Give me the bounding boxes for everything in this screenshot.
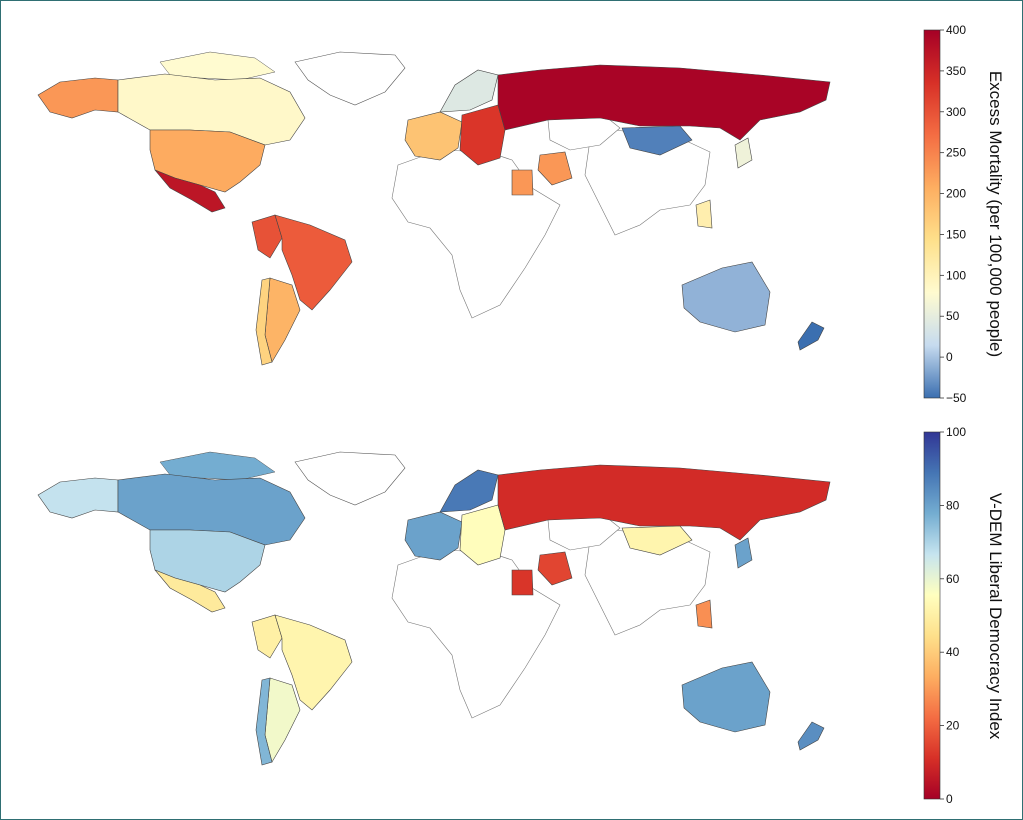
region-iran	[537, 151, 573, 186]
region-japan	[734, 537, 753, 569]
colorbar-tick-label: 150	[946, 227, 966, 241]
region-philippines	[695, 199, 713, 229]
region-mongolia	[621, 525, 693, 556]
liberal-democracy-map	[37, 451, 831, 766]
colorbar-title: Excess Mortality (per 100,000 people)	[986, 71, 1005, 357]
region-western-europe	[404, 511, 463, 561]
colorbar-tick-label: 50	[946, 309, 960, 323]
colorbar-tick-label: 250	[946, 146, 966, 160]
landmass-greenland	[294, 451, 406, 506]
colorbar-ticks: 100 80 60 40 20 0	[940, 425, 966, 806]
colorbar-tick-label: 20	[946, 719, 960, 733]
colorbar-tick-label: 200	[946, 187, 966, 201]
region-alaska	[37, 477, 119, 519]
region-argentina	[264, 677, 301, 763]
colorbar-tick-label: 400	[946, 23, 966, 37]
region-western-europe	[404, 111, 463, 161]
colorbar-bar	[923, 29, 941, 399]
region-united-states	[149, 129, 266, 193]
region-egypt	[511, 569, 534, 596]
colorbar-tick-label: 100	[946, 425, 966, 439]
region-chile	[255, 677, 273, 766]
region-scandinavia	[439, 469, 499, 513]
colorbar-bar	[923, 431, 941, 800]
region-brazil	[274, 214, 353, 311]
region-mexico	[154, 169, 226, 213]
region-peru	[251, 614, 283, 659]
region-brazil	[274, 614, 353, 711]
colorbar-tick-label: 60	[946, 572, 960, 586]
region-iran	[537, 551, 573, 586]
colorbar-ticks: 400 350 300 250 200 150 100 50 0 −50	[940, 23, 967, 405]
colorbar-tick-label: 40	[946, 645, 960, 659]
landmass-africa	[391, 549, 561, 719]
region-new-zealand	[797, 721, 825, 751]
region-australia	[681, 261, 771, 333]
region-japan	[734, 137, 753, 169]
region-united-states	[149, 529, 266, 593]
landmass-greenland	[294, 51, 406, 106]
colorbar-title: V-DEM Liberal Democracy Index	[986, 493, 1005, 740]
landmass-africa	[391, 149, 561, 319]
colorbar-tick-label: 0	[946, 350, 953, 364]
region-new-zealand	[797, 321, 825, 351]
colorbar-tick-label: 0	[946, 792, 953, 806]
region-argentina	[264, 277, 301, 363]
region-mongolia	[621, 125, 693, 156]
colorbar-tick-label: −50	[946, 391, 967, 405]
region-mexico	[154, 569, 226, 613]
region-eastern-europe	[459, 504, 506, 566]
region-alaska	[37, 77, 119, 119]
region-peru	[251, 214, 283, 259]
region-philippines	[695, 599, 713, 629]
colorbar-liberal-democracy: 100 80 60 40 20 0 V-DEM Liberal Democracy Ind…	[923, 425, 1005, 806]
region-australia	[681, 661, 771, 733]
region-chile	[255, 277, 273, 366]
colorbar-tick-label: 300	[946, 105, 966, 119]
region-egypt	[511, 169, 534, 196]
region-eastern-europe	[459, 104, 506, 166]
region-russia	[497, 464, 831, 541]
colorbar-tick-label: 80	[946, 498, 960, 512]
colorbar-excess-mortality: 400 350 300 250 200 150 100 50 0 −50 Excess Morta…	[923, 23, 1005, 405]
colorbar-tick-label: 350	[946, 64, 966, 78]
region-russia	[497, 64, 831, 141]
colorbar-tick-label: 100	[946, 268, 966, 282]
region-scandinavia	[439, 69, 499, 113]
excess-mortality-map	[37, 51, 831, 366]
